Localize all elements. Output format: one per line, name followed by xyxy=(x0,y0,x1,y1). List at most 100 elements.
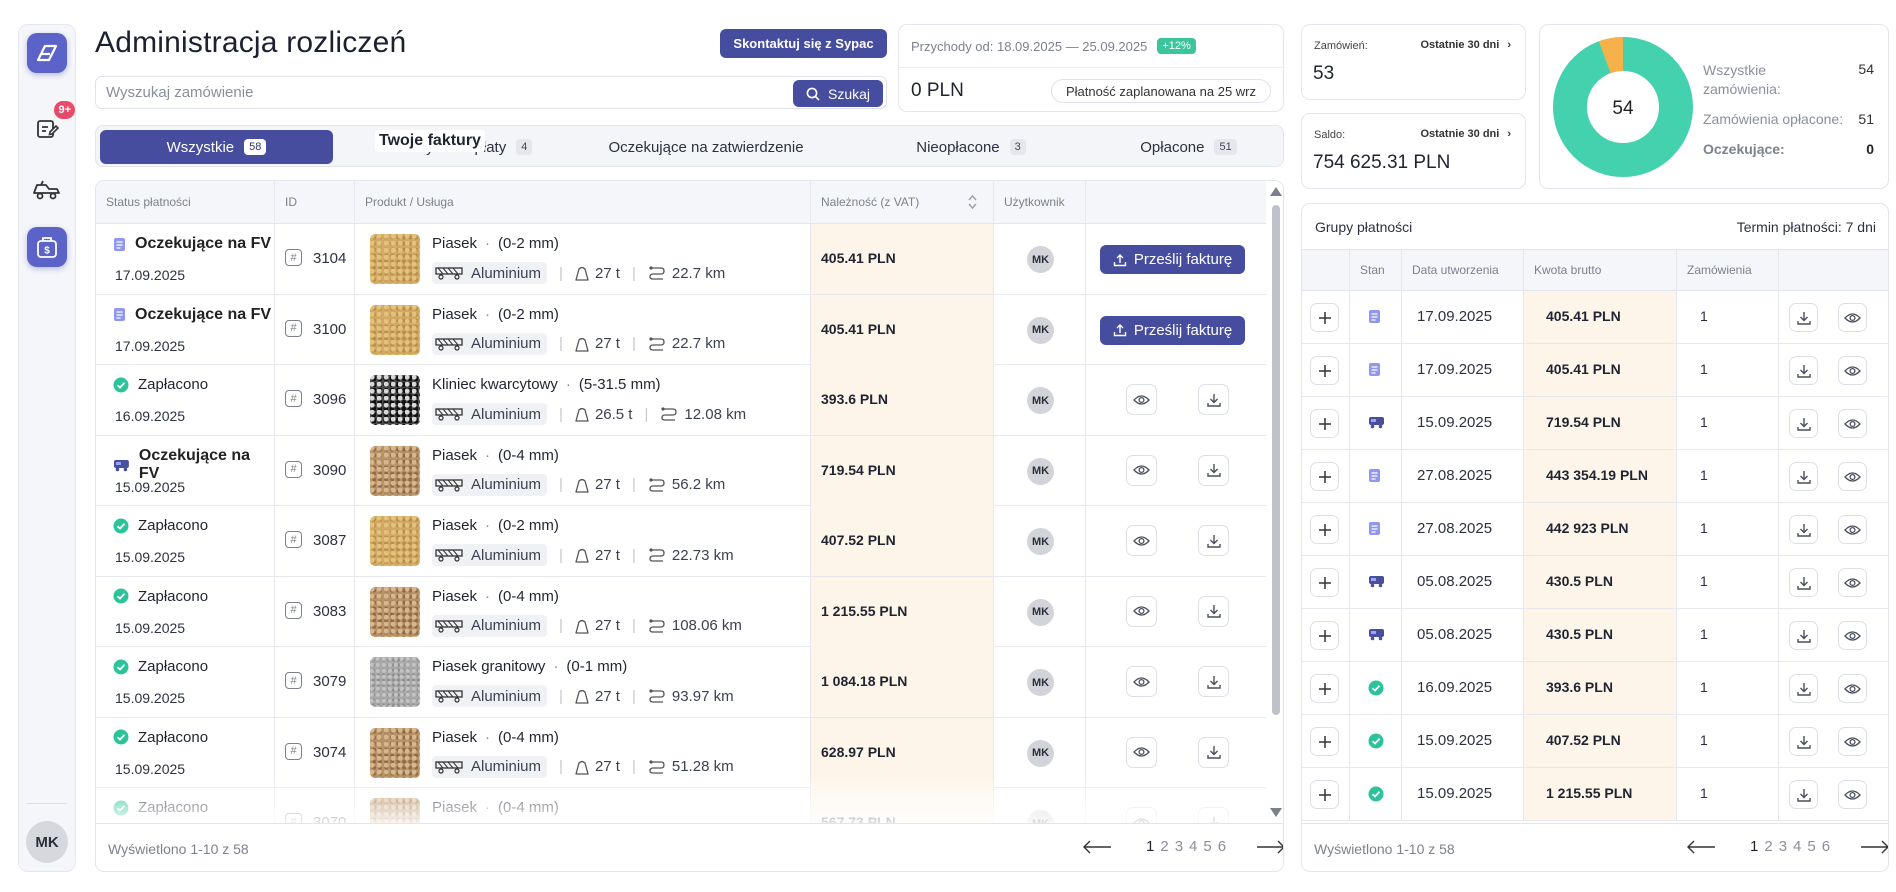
logo-button[interactable] xyxy=(27,33,67,73)
scroll-up-arrow[interactable] xyxy=(1270,187,1282,196)
balance-stat-card[interactable]: Saldo: Ostatnie 30 dni › 754 625.31 PLN xyxy=(1301,113,1526,189)
expand-button[interactable] xyxy=(1310,356,1339,385)
transport-nav-button[interactable] xyxy=(27,169,67,209)
tab-unpaid[interactable]: Nieopłacone 3 xyxy=(866,130,1076,164)
download-button[interactable] xyxy=(1789,462,1818,491)
page-number[interactable]: 2 xyxy=(1160,838,1169,855)
order-id[interactable]: 3100 xyxy=(313,320,347,338)
page-number[interactable]: 1 xyxy=(1750,838,1759,855)
user-avatar-small[interactable]: MK xyxy=(1027,528,1054,555)
view-button[interactable] xyxy=(1838,515,1867,544)
download-button[interactable] xyxy=(1198,454,1229,486)
order-id[interactable]: 3079 xyxy=(313,673,347,690)
expand-button[interactable] xyxy=(1310,462,1339,491)
arrow-right-icon[interactable] xyxy=(1256,839,1284,855)
page-number[interactable]: 3 xyxy=(1778,838,1788,855)
view-button[interactable] xyxy=(1838,462,1867,491)
orders-stat-card[interactable]: Zamówień: Ostatnie 30 dni › 53 xyxy=(1301,24,1526,100)
table-row[interactable]: Zapłacono 15.09.2025 # 3074 Piasek · (0-4 … xyxy=(96,717,1266,788)
view-button[interactable] xyxy=(1838,568,1867,597)
balance-stat-period[interactable]: Ostatnie 30 dni › xyxy=(1420,128,1511,140)
table-row[interactable]: Oczekujące na FV 17.09.2025 # 3104 Piase… xyxy=(96,224,1266,295)
column-header[interactable]: Należność (z VAT) xyxy=(811,181,994,224)
table-row[interactable]: Zapłacono 15.09.2025 # 3087 Piasek · (0-2 … xyxy=(96,506,1266,577)
download-button[interactable] xyxy=(1789,356,1818,385)
tab-paid[interactable]: Opłacone 51 xyxy=(1096,130,1281,164)
tab-awaiting-approval[interactable]: Oczekujące na zatwierdzenie xyxy=(586,130,826,164)
order-id[interactable]: 3083 xyxy=(313,602,347,620)
group-row[interactable]: 15.09.2025 719.54 PLN 1 xyxy=(1302,397,1888,450)
page-number[interactable]: 5 xyxy=(1203,838,1212,855)
user-avatar[interactable]: MK xyxy=(26,821,68,863)
order-id[interactable]: 3074 xyxy=(313,743,347,761)
expand-button[interactable] xyxy=(1310,515,1339,544)
table-row[interactable]: Oczekujące na FV 15.09.2025 # 3090 Piase… xyxy=(96,435,1266,506)
download-button[interactable] xyxy=(1789,409,1818,438)
arrow-left-icon[interactable] xyxy=(1082,839,1112,855)
table-row[interactable]: Zapłacono 15.09.2025 # 3079 Piasek grani… xyxy=(96,647,1266,718)
view-button[interactable] xyxy=(1126,736,1157,768)
expand-button[interactable] xyxy=(1310,621,1339,650)
billing-nav-button[interactable]: $ xyxy=(27,227,67,267)
page-number[interactable]: 1 xyxy=(1146,838,1155,855)
page-number[interactable]: 2 xyxy=(1764,838,1773,855)
contact-button[interactable]: Skontaktuj się z Sypac xyxy=(720,29,887,58)
user-avatar-small[interactable]: MK xyxy=(1027,387,1054,414)
order-id[interactable]: 3096 xyxy=(313,391,347,408)
page-number[interactable]: 6 xyxy=(1821,838,1831,855)
page-number[interactable]: 4 xyxy=(1793,838,1802,855)
view-button[interactable] xyxy=(1838,356,1867,385)
view-button[interactable] xyxy=(1838,727,1867,756)
view-button[interactable] xyxy=(1838,621,1867,650)
page-number[interactable]: 6 xyxy=(1217,838,1227,855)
order-id[interactable]: 3090 xyxy=(313,461,347,479)
download-button[interactable] xyxy=(1198,525,1229,556)
view-button[interactable] xyxy=(1126,666,1157,697)
user-avatar-small[interactable]: MK xyxy=(1027,669,1054,696)
view-button[interactable] xyxy=(1126,384,1157,415)
group-row[interactable]: 05.08.2025 430.5 PLN 1 xyxy=(1302,556,1888,609)
orders-nav-button[interactable]: 9+ xyxy=(27,101,75,149)
table-row[interactable]: Oczekujące na FV 17.09.2025 # 3100 Piase… xyxy=(96,294,1266,365)
user-avatar-small[interactable]: MK xyxy=(1027,457,1054,485)
tab-all[interactable]: Wszystkie 58 xyxy=(100,130,333,164)
download-button[interactable] xyxy=(1789,621,1818,650)
download-button[interactable] xyxy=(1789,303,1818,332)
view-button[interactable] xyxy=(1126,525,1157,556)
view-button[interactable] xyxy=(1126,454,1157,486)
download-button[interactable] xyxy=(1198,736,1229,768)
expand-button[interactable] xyxy=(1310,568,1339,597)
group-row[interactable]: 16.09.2025 393.6 PLN 1 xyxy=(1302,662,1888,715)
user-avatar-small[interactable]: MK xyxy=(1027,598,1054,626)
group-row[interactable]: 17.09.2025 405.41 PLN 1 xyxy=(1302,291,1888,344)
download-button[interactable] xyxy=(1789,515,1818,544)
page-number[interactable]: 3 xyxy=(1174,838,1184,855)
order-id[interactable]: 3104 xyxy=(313,250,347,267)
table-row[interactable]: Zapłacono 15.09.2025 # 3083 Piasek · (0-4 … xyxy=(96,576,1266,647)
group-row[interactable]: 27.08.2025 442 923 PLN 1 xyxy=(1302,503,1888,556)
group-row[interactable]: 15.09.2025 1 215.55 PLN 1 xyxy=(1302,768,1888,821)
group-row[interactable]: 17.09.2025 405.41 PLN 1 xyxy=(1302,344,1888,397)
arrow-left-icon[interactable] xyxy=(1686,839,1716,855)
view-button[interactable] xyxy=(1838,303,1867,332)
search-button[interactable]: Szukaj xyxy=(793,80,883,107)
scroll-down-arrow[interactable] xyxy=(1270,808,1282,817)
group-row[interactable]: 15.09.2025 407.52 PLN 1 xyxy=(1302,715,1888,768)
download-button[interactable] xyxy=(1789,568,1818,597)
page-number[interactable]: 5 xyxy=(1807,838,1816,855)
view-button[interactable] xyxy=(1126,595,1157,627)
search-input[interactable] xyxy=(106,77,786,108)
view-button[interactable] xyxy=(1838,780,1867,809)
page-number[interactable]: 4 xyxy=(1189,838,1198,855)
upload-invoice-button[interactable]: Prześlij fakturę xyxy=(1100,245,1245,274)
download-button[interactable] xyxy=(1198,666,1229,697)
user-avatar-small[interactable]: MK xyxy=(1027,246,1054,273)
download-button[interactable] xyxy=(1789,674,1818,703)
scroll-thumb[interactable] xyxy=(1272,205,1280,715)
download-button[interactable] xyxy=(1198,595,1229,627)
expand-button[interactable] xyxy=(1310,727,1339,756)
orders-scrollbar[interactable] xyxy=(1267,181,1283,823)
arrow-right-icon[interactable] xyxy=(1860,839,1889,855)
user-avatar-small[interactable]: MK xyxy=(1027,316,1054,344)
order-id[interactable]: 3087 xyxy=(313,532,347,549)
